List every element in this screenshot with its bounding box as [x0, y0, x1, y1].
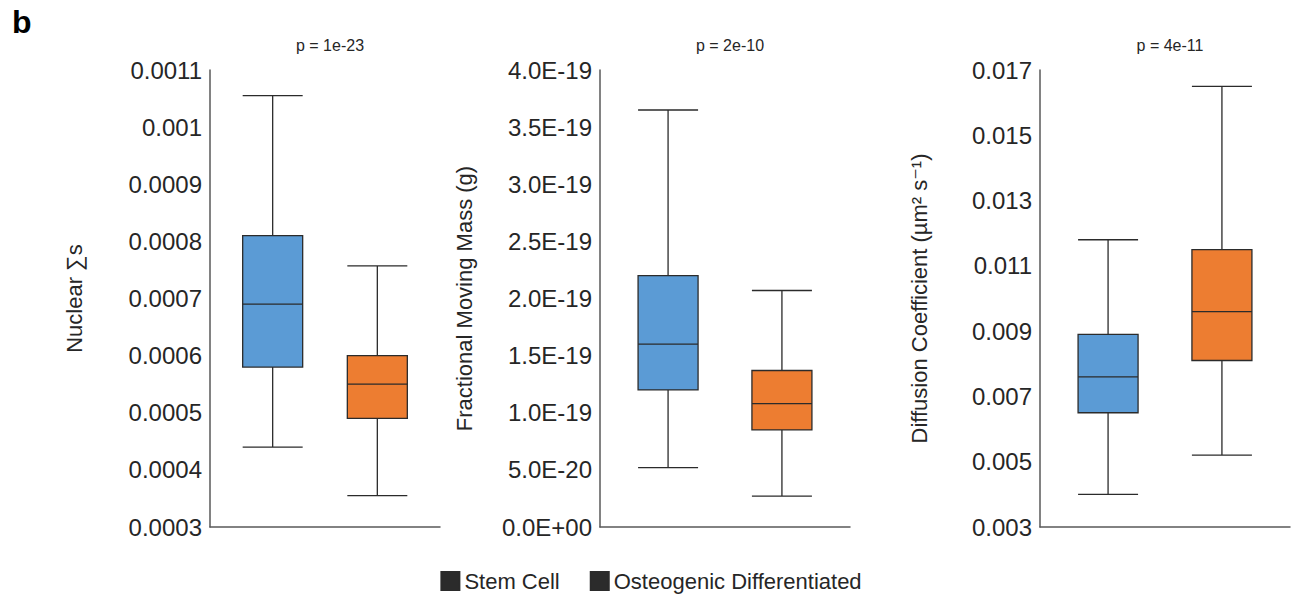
svg-text:0.0006: 0.0006	[129, 342, 202, 369]
svg-text:2.5E-19: 2.5E-19	[508, 228, 592, 255]
svg-text:Osteogenic Differentiated: Osteogenic Differentiated	[614, 569, 862, 594]
svg-text:0.017: 0.017	[972, 57, 1032, 84]
svg-text:1.5E-19: 1.5E-19	[508, 342, 592, 369]
svg-text:0.0003: 0.0003	[129, 514, 202, 541]
svg-text:0.0007: 0.0007	[129, 285, 202, 312]
svg-text:0.001: 0.001	[142, 114, 202, 141]
svg-text:5.0E-20: 5.0E-20	[508, 456, 592, 483]
svg-text:1.0E-19: 1.0E-19	[508, 399, 592, 426]
svg-text:0.0009: 0.0009	[129, 171, 202, 198]
svg-text:p = 1e-23: p = 1e-23	[296, 37, 364, 54]
svg-text:Diffusion Coefficient (µm² s⁻¹: Diffusion Coefficient (µm² s⁻¹)	[907, 154, 932, 444]
svg-text:0.0011: 0.0011	[130, 57, 202, 84]
svg-text:3.5E-19: 3.5E-19	[508, 114, 592, 141]
svg-text:0.007: 0.007	[972, 383, 1032, 410]
svg-text:0.015: 0.015	[972, 122, 1032, 149]
svg-text:0.011: 0.011	[974, 252, 1032, 279]
svg-text:0.0008: 0.0008	[129, 228, 202, 255]
svg-text:b: b	[12, 4, 32, 40]
svg-text:0.003: 0.003	[972, 514, 1032, 541]
svg-text:2.0E-19: 2.0E-19	[508, 285, 592, 312]
svg-text:0.009: 0.009	[972, 318, 1032, 345]
svg-text:4.0E-19: 4.0E-19	[508, 57, 592, 84]
svg-text:Nuclear ∑s: Nuclear ∑s	[62, 244, 87, 353]
svg-text:Fractional Moving Mass (g): Fractional Moving Mass (g)	[452, 166, 477, 431]
svg-text:Stem Cell: Stem Cell	[464, 569, 559, 594]
svg-text:0.0004: 0.0004	[129, 456, 202, 483]
svg-text:3.0E-19: 3.0E-19	[508, 171, 592, 198]
svg-text:p = 2e-10: p = 2e-10	[696, 37, 764, 54]
svg-text:0.0005: 0.0005	[129, 399, 202, 426]
svg-text:0.013: 0.013	[972, 187, 1032, 214]
svg-text:0.005: 0.005	[972, 448, 1032, 475]
svg-text:0.0E+00: 0.0E+00	[502, 514, 592, 541]
svg-text:p = 4e-11: p = 4e-11	[1137, 37, 1204, 54]
